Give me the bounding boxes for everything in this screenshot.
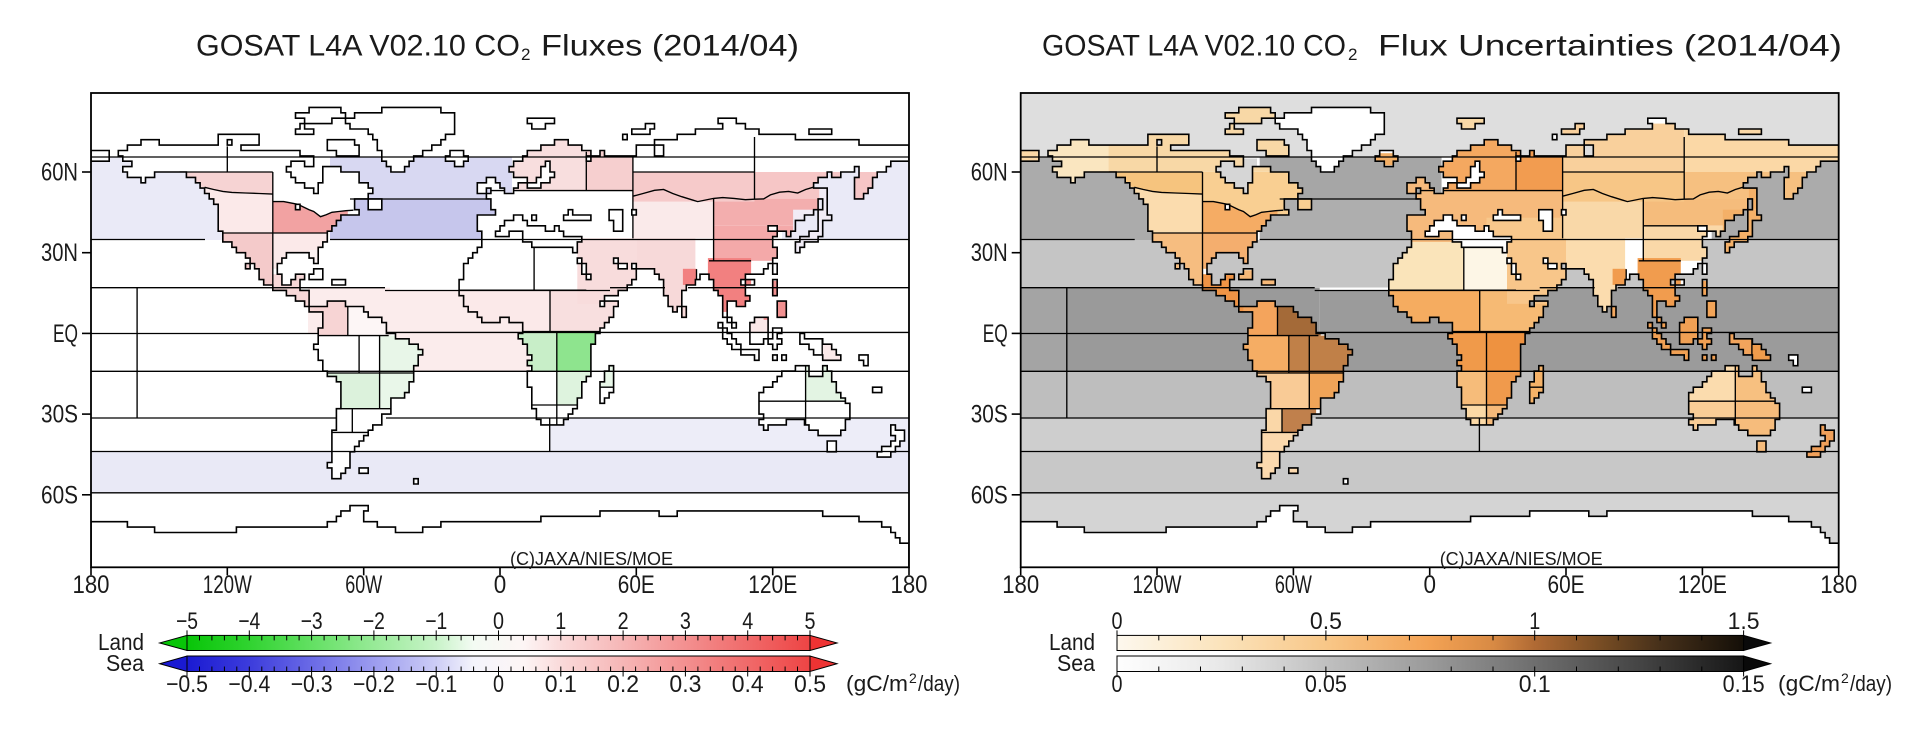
svg-text:180: 180 xyxy=(891,571,928,599)
svg-text:EQ: EQ xyxy=(53,320,78,348)
svg-text:/day): /day) xyxy=(1850,671,1892,696)
svg-text:60N: 60N xyxy=(41,159,78,187)
svg-text:0: 0 xyxy=(1423,571,1436,599)
svg-text:0: 0 xyxy=(1112,671,1123,698)
svg-text:(gC/m: (gC/m xyxy=(1778,671,1840,696)
svg-text:60W: 60W xyxy=(1275,571,1312,599)
svg-text:0: 0 xyxy=(493,608,504,635)
svg-text:0.1: 0.1 xyxy=(1519,671,1551,698)
svg-text:−4: −4 xyxy=(238,608,260,635)
svg-text:GOSAT L4A V02.10 CO: GOSAT L4A V02.10 CO xyxy=(1042,30,1346,63)
svg-text:1.5: 1.5 xyxy=(1728,608,1760,635)
svg-text:−3: −3 xyxy=(301,608,323,635)
svg-text:−1: −1 xyxy=(425,608,447,635)
svg-text:0.05: 0.05 xyxy=(1305,671,1347,698)
svg-text:4: 4 xyxy=(742,608,753,635)
svg-text:180: 180 xyxy=(1002,571,1039,599)
svg-text:60S: 60S xyxy=(41,481,78,509)
svg-text:30S: 30S xyxy=(41,401,78,429)
svg-text:(C)JAXA/NIES/MOE: (C)JAXA/NIES/MOE xyxy=(510,549,673,569)
svg-text:Fluxes (2014/04): Fluxes (2014/04) xyxy=(541,30,799,63)
svg-text:0.3: 0.3 xyxy=(669,671,701,698)
svg-text:120E: 120E xyxy=(748,571,797,599)
svg-text:(gC/m: (gC/m xyxy=(846,671,908,696)
svg-text:EQ: EQ xyxy=(983,320,1008,348)
svg-text:−2: −2 xyxy=(363,608,385,635)
svg-text:0: 0 xyxy=(494,571,507,599)
svg-text:60S: 60S xyxy=(971,481,1008,509)
svg-text:30N: 30N xyxy=(41,239,78,267)
svg-text:Flux Uncertainties (2014/04): Flux Uncertainties (2014/04) xyxy=(1378,30,1842,63)
svg-text:60E: 60E xyxy=(618,571,655,599)
svg-text:180: 180 xyxy=(1820,571,1857,599)
svg-text:0.1: 0.1 xyxy=(545,671,577,698)
svg-text:120W: 120W xyxy=(1133,571,1182,599)
svg-text:0.2: 0.2 xyxy=(607,671,639,698)
svg-text:60E: 60E xyxy=(1548,571,1585,599)
svg-text:−0.2: −0.2 xyxy=(353,671,395,698)
svg-text:−0.4: −0.4 xyxy=(228,671,270,698)
svg-text:180: 180 xyxy=(73,571,110,599)
svg-text:Sea: Sea xyxy=(106,650,144,676)
svg-text:120W: 120W xyxy=(203,571,252,599)
svg-text:/day): /day) xyxy=(918,671,960,696)
svg-text:−5: −5 xyxy=(176,608,198,635)
svg-text:2: 2 xyxy=(618,608,629,635)
svg-text:5: 5 xyxy=(805,608,816,635)
svg-text:30S: 30S xyxy=(971,401,1008,429)
svg-text:1: 1 xyxy=(555,608,566,635)
svg-text:0: 0 xyxy=(1112,608,1123,635)
svg-text:−0.5: −0.5 xyxy=(166,671,208,698)
svg-text:3: 3 xyxy=(680,608,691,635)
svg-text:0.5: 0.5 xyxy=(794,671,826,698)
svg-text:2: 2 xyxy=(1841,670,1849,686)
svg-text:Land: Land xyxy=(98,629,144,655)
svg-text:0.4: 0.4 xyxy=(732,671,764,698)
svg-text:Land: Land xyxy=(1049,629,1095,655)
svg-text:2: 2 xyxy=(909,670,917,686)
svg-text:(C)JAXA/NIES/MOE: (C)JAXA/NIES/MOE xyxy=(1440,549,1603,569)
svg-text:−0.1: −0.1 xyxy=(415,671,457,698)
svg-text:1: 1 xyxy=(1529,608,1540,635)
svg-text:0.5: 0.5 xyxy=(1310,608,1342,635)
svg-text:60W: 60W xyxy=(345,571,382,599)
svg-text:2: 2 xyxy=(1348,45,1357,64)
svg-text:30N: 30N xyxy=(971,239,1008,267)
svg-text:GOSAT L4A V02.10 CO: GOSAT L4A V02.10 CO xyxy=(196,30,520,63)
svg-text:2: 2 xyxy=(521,45,530,64)
svg-text:0: 0 xyxy=(493,671,504,698)
svg-text:0.15: 0.15 xyxy=(1723,671,1765,698)
svg-text:Sea: Sea xyxy=(1057,650,1095,676)
svg-text:60N: 60N xyxy=(971,159,1008,187)
svg-text:−0.3: −0.3 xyxy=(291,671,333,698)
svg-text:120E: 120E xyxy=(1678,571,1727,599)
